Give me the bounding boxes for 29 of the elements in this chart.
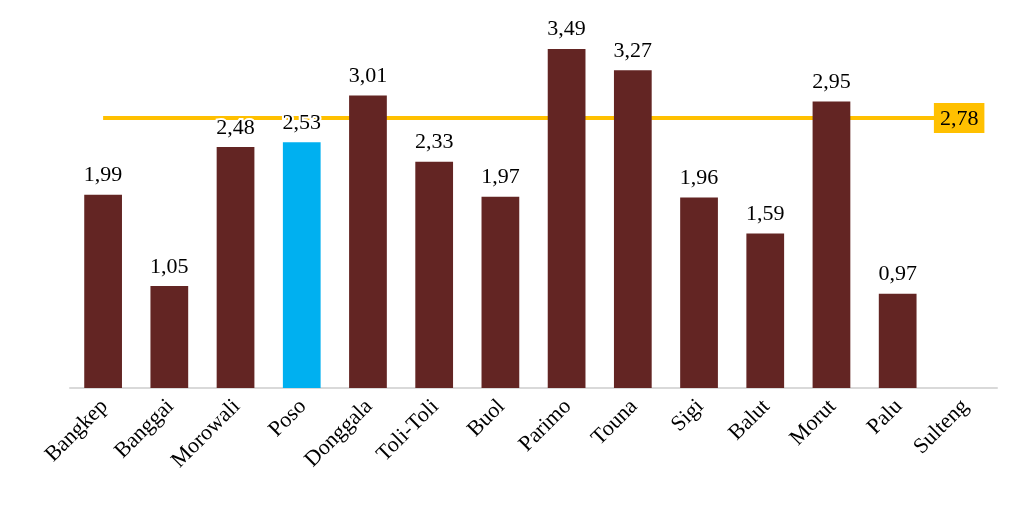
bar	[84, 194, 122, 388]
data-label: 3,27	[613, 36, 653, 62]
x-tick-label: Sigi	[665, 393, 708, 436]
x-tick-label: Palu	[861, 393, 907, 439]
ref-line-label: 2,78	[939, 105, 979, 131]
bar	[150, 286, 189, 388]
data-label: 2,95	[812, 67, 851, 93]
bar	[878, 293, 917, 388]
data-label: 1,96	[679, 164, 719, 190]
data-label: 2,48	[216, 113, 255, 139]
data-label: 2,33	[414, 128, 454, 154]
bar	[481, 196, 520, 388]
x-tick-label: Poso	[262, 393, 311, 442]
data-label: 3,01	[348, 62, 388, 88]
bar	[349, 95, 387, 388]
data-label: 1,97	[481, 163, 520, 189]
data-label: 3,49	[547, 15, 586, 41]
bar	[812, 101, 851, 388]
data-label: 1,05	[150, 252, 189, 278]
bar	[216, 147, 255, 388]
bar	[547, 48, 586, 388]
bar	[415, 161, 454, 388]
data-label: 1,59	[746, 200, 785, 226]
bar	[746, 233, 785, 388]
data-label: 0,97	[878, 260, 917, 286]
data-label: 1,99	[83, 161, 123, 187]
bar	[613, 70, 652, 388]
bar	[282, 142, 321, 388]
bar	[680, 197, 718, 388]
